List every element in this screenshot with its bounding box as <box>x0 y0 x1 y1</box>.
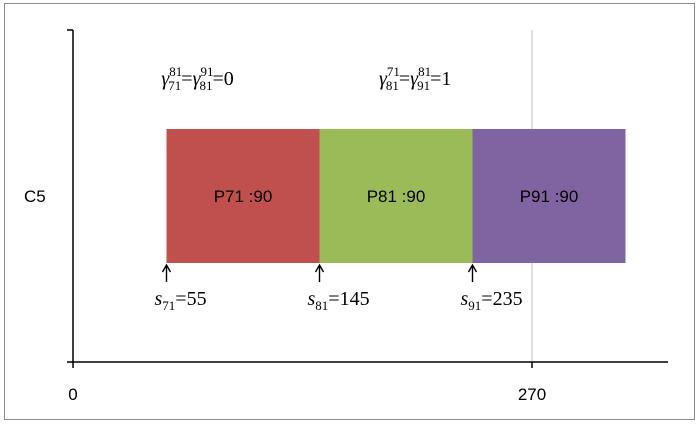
x-tick-label: 270 <box>518 385 546 404</box>
gamma-annotation: γ81 71=γ91 81=0 <box>161 64 233 93</box>
task-bar <box>166 129 320 263</box>
start-time-label: s81=145 <box>308 288 370 313</box>
task-label: P81 :90 <box>367 187 426 206</box>
start-time-label: s91=235 <box>461 288 523 313</box>
x-tick-label: 0 <box>68 385 77 404</box>
task-bar <box>319 129 473 263</box>
task-bar <box>472 129 626 263</box>
start-time-label: s71=55 <box>155 288 207 313</box>
start-arrow <box>161 263 172 282</box>
gamma-annotation: γ71 81=γ81 91=1 <box>379 64 451 93</box>
task-label: P71 :90 <box>214 187 273 206</box>
row-label: C5 <box>24 187 46 206</box>
task-label: P91 :90 <box>520 187 579 206</box>
start-arrow <box>467 263 478 282</box>
start-arrow <box>314 263 325 282</box>
